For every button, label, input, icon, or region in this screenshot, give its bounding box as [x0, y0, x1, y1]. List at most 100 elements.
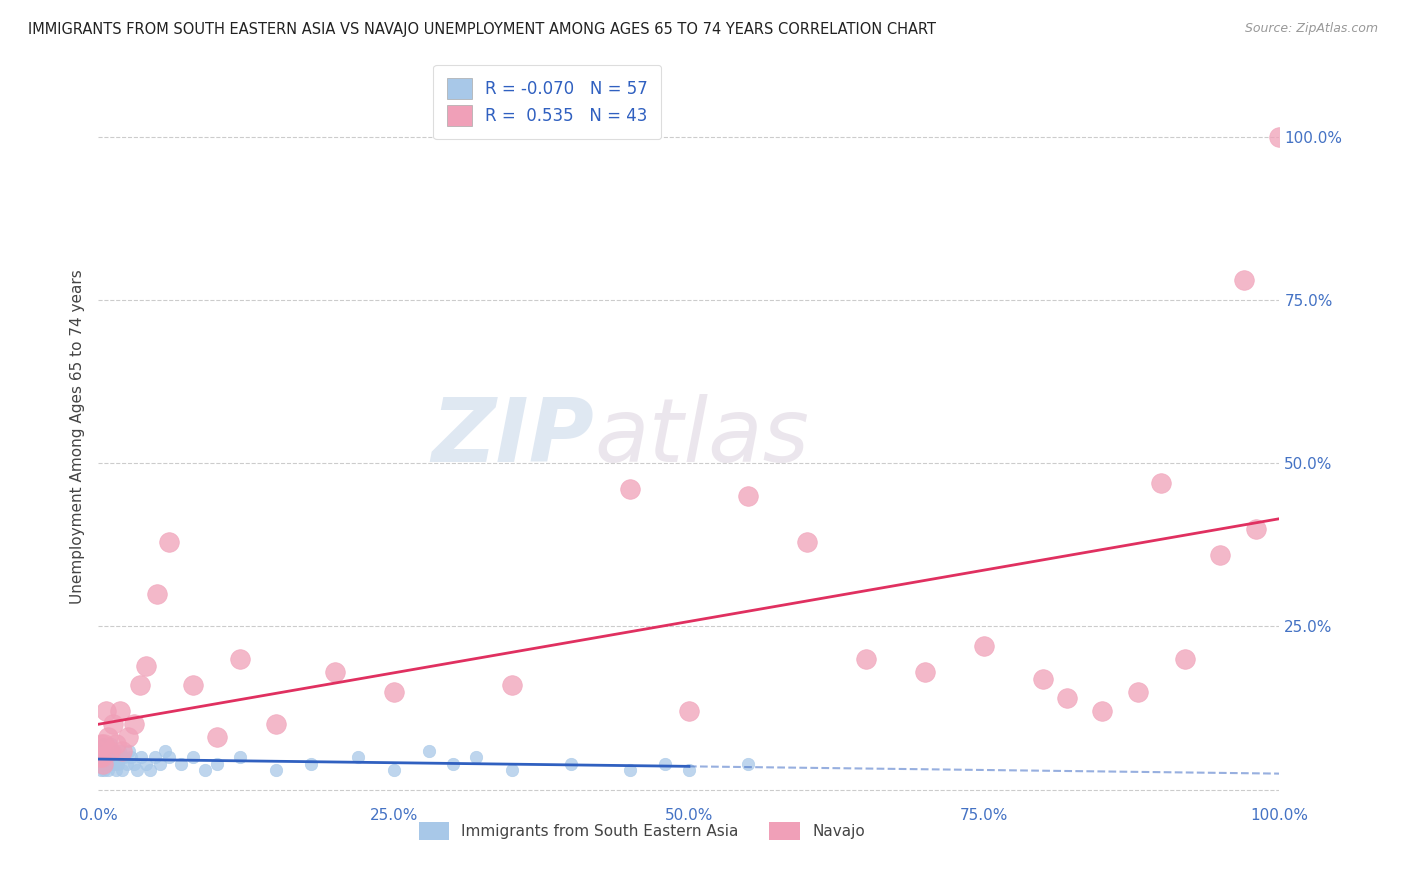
Point — [117, 731, 139, 745]
Point — [91, 743, 114, 757]
Point — [1244, 521, 1267, 535]
Point — [181, 750, 204, 764]
Point — [194, 763, 217, 777]
Point — [1174, 652, 1197, 666]
Point — [98, 743, 121, 757]
Point — [299, 756, 322, 771]
Point — [229, 652, 252, 666]
Point — [108, 705, 131, 719]
Point — [127, 763, 149, 777]
Point — [264, 717, 287, 731]
Point — [205, 756, 228, 771]
Point — [129, 750, 152, 764]
Point — [90, 763, 112, 777]
Point — [87, 743, 110, 757]
Point — [170, 756, 193, 771]
Point — [1209, 548, 1232, 562]
Point — [94, 705, 117, 719]
Point — [91, 750, 114, 764]
Point — [1233, 273, 1256, 287]
Point — [100, 737, 122, 751]
Point — [93, 763, 115, 777]
Point — [1126, 685, 1149, 699]
Point — [1150, 475, 1173, 490]
Point — [97, 731, 120, 745]
Point — [264, 763, 287, 777]
Point — [91, 756, 114, 771]
Point — [90, 750, 112, 764]
Point — [96, 750, 118, 764]
Point — [98, 756, 121, 771]
Point — [122, 717, 145, 731]
Point — [105, 737, 128, 751]
Point — [914, 665, 936, 680]
Point — [737, 756, 759, 771]
Point — [112, 750, 135, 764]
Text: ZIP: ZIP — [432, 393, 595, 481]
Point — [90, 737, 112, 751]
Point — [139, 763, 162, 777]
Point — [89, 750, 111, 764]
Point — [501, 763, 523, 777]
Point — [465, 750, 488, 764]
Point — [128, 678, 150, 692]
Point — [91, 756, 114, 771]
Point — [108, 743, 131, 757]
Point — [157, 534, 180, 549]
Point — [103, 756, 125, 771]
Point — [104, 743, 127, 757]
Point — [143, 750, 166, 764]
Y-axis label: Unemployment Among Ages 65 to 74 years: Unemployment Among Ages 65 to 74 years — [69, 269, 84, 605]
Point — [441, 756, 464, 771]
Point — [382, 685, 405, 699]
Text: IMMIGRANTS FROM SOUTH EASTERN ASIA VS NAVAJO UNEMPLOYMENT AMONG AGES 65 TO 74 YE: IMMIGRANTS FROM SOUTH EASTERN ASIA VS NA… — [28, 22, 936, 37]
Legend: Immigrants from South Eastern Asia, Navajo: Immigrants from South Eastern Asia, Nava… — [412, 815, 870, 847]
Point — [111, 743, 134, 757]
Point — [1268, 129, 1291, 144]
Point — [323, 665, 346, 680]
Point — [229, 750, 252, 764]
Point — [855, 652, 877, 666]
Point — [91, 737, 114, 751]
Point — [98, 743, 121, 757]
Point — [501, 678, 523, 692]
Point — [115, 756, 138, 771]
Point — [619, 483, 641, 497]
Point — [654, 756, 676, 771]
Point — [149, 756, 172, 771]
Point — [121, 750, 143, 764]
Point — [418, 743, 440, 757]
Text: Source: ZipAtlas.com: Source: ZipAtlas.com — [1244, 22, 1378, 36]
Point — [97, 763, 120, 777]
Point — [1032, 672, 1054, 686]
Point — [153, 743, 176, 757]
Point — [1091, 705, 1114, 719]
Point — [105, 763, 128, 777]
Text: atlas: atlas — [595, 394, 810, 480]
Point — [122, 756, 145, 771]
Point — [93, 750, 115, 764]
Point — [205, 731, 228, 745]
Point — [135, 756, 157, 771]
Point — [796, 534, 818, 549]
Point — [87, 743, 110, 757]
Point — [181, 678, 204, 692]
Point — [110, 750, 132, 764]
Point — [157, 750, 180, 764]
Point — [93, 737, 115, 751]
Point — [98, 750, 121, 764]
Point — [96, 756, 118, 771]
Point — [135, 658, 157, 673]
Point — [105, 750, 128, 764]
Point — [107, 756, 129, 771]
Point — [560, 756, 582, 771]
Point — [146, 587, 169, 601]
Point — [678, 763, 700, 777]
Point — [737, 489, 759, 503]
Point — [111, 763, 134, 777]
Point — [94, 743, 117, 757]
Point — [101, 717, 124, 731]
Point — [678, 705, 700, 719]
Point — [1056, 691, 1078, 706]
Point — [118, 743, 141, 757]
